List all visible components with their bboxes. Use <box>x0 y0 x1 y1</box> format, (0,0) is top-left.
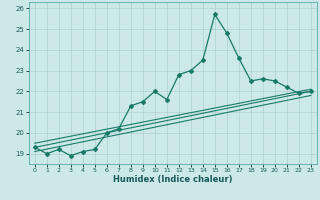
X-axis label: Humidex (Indice chaleur): Humidex (Indice chaleur) <box>113 175 233 184</box>
